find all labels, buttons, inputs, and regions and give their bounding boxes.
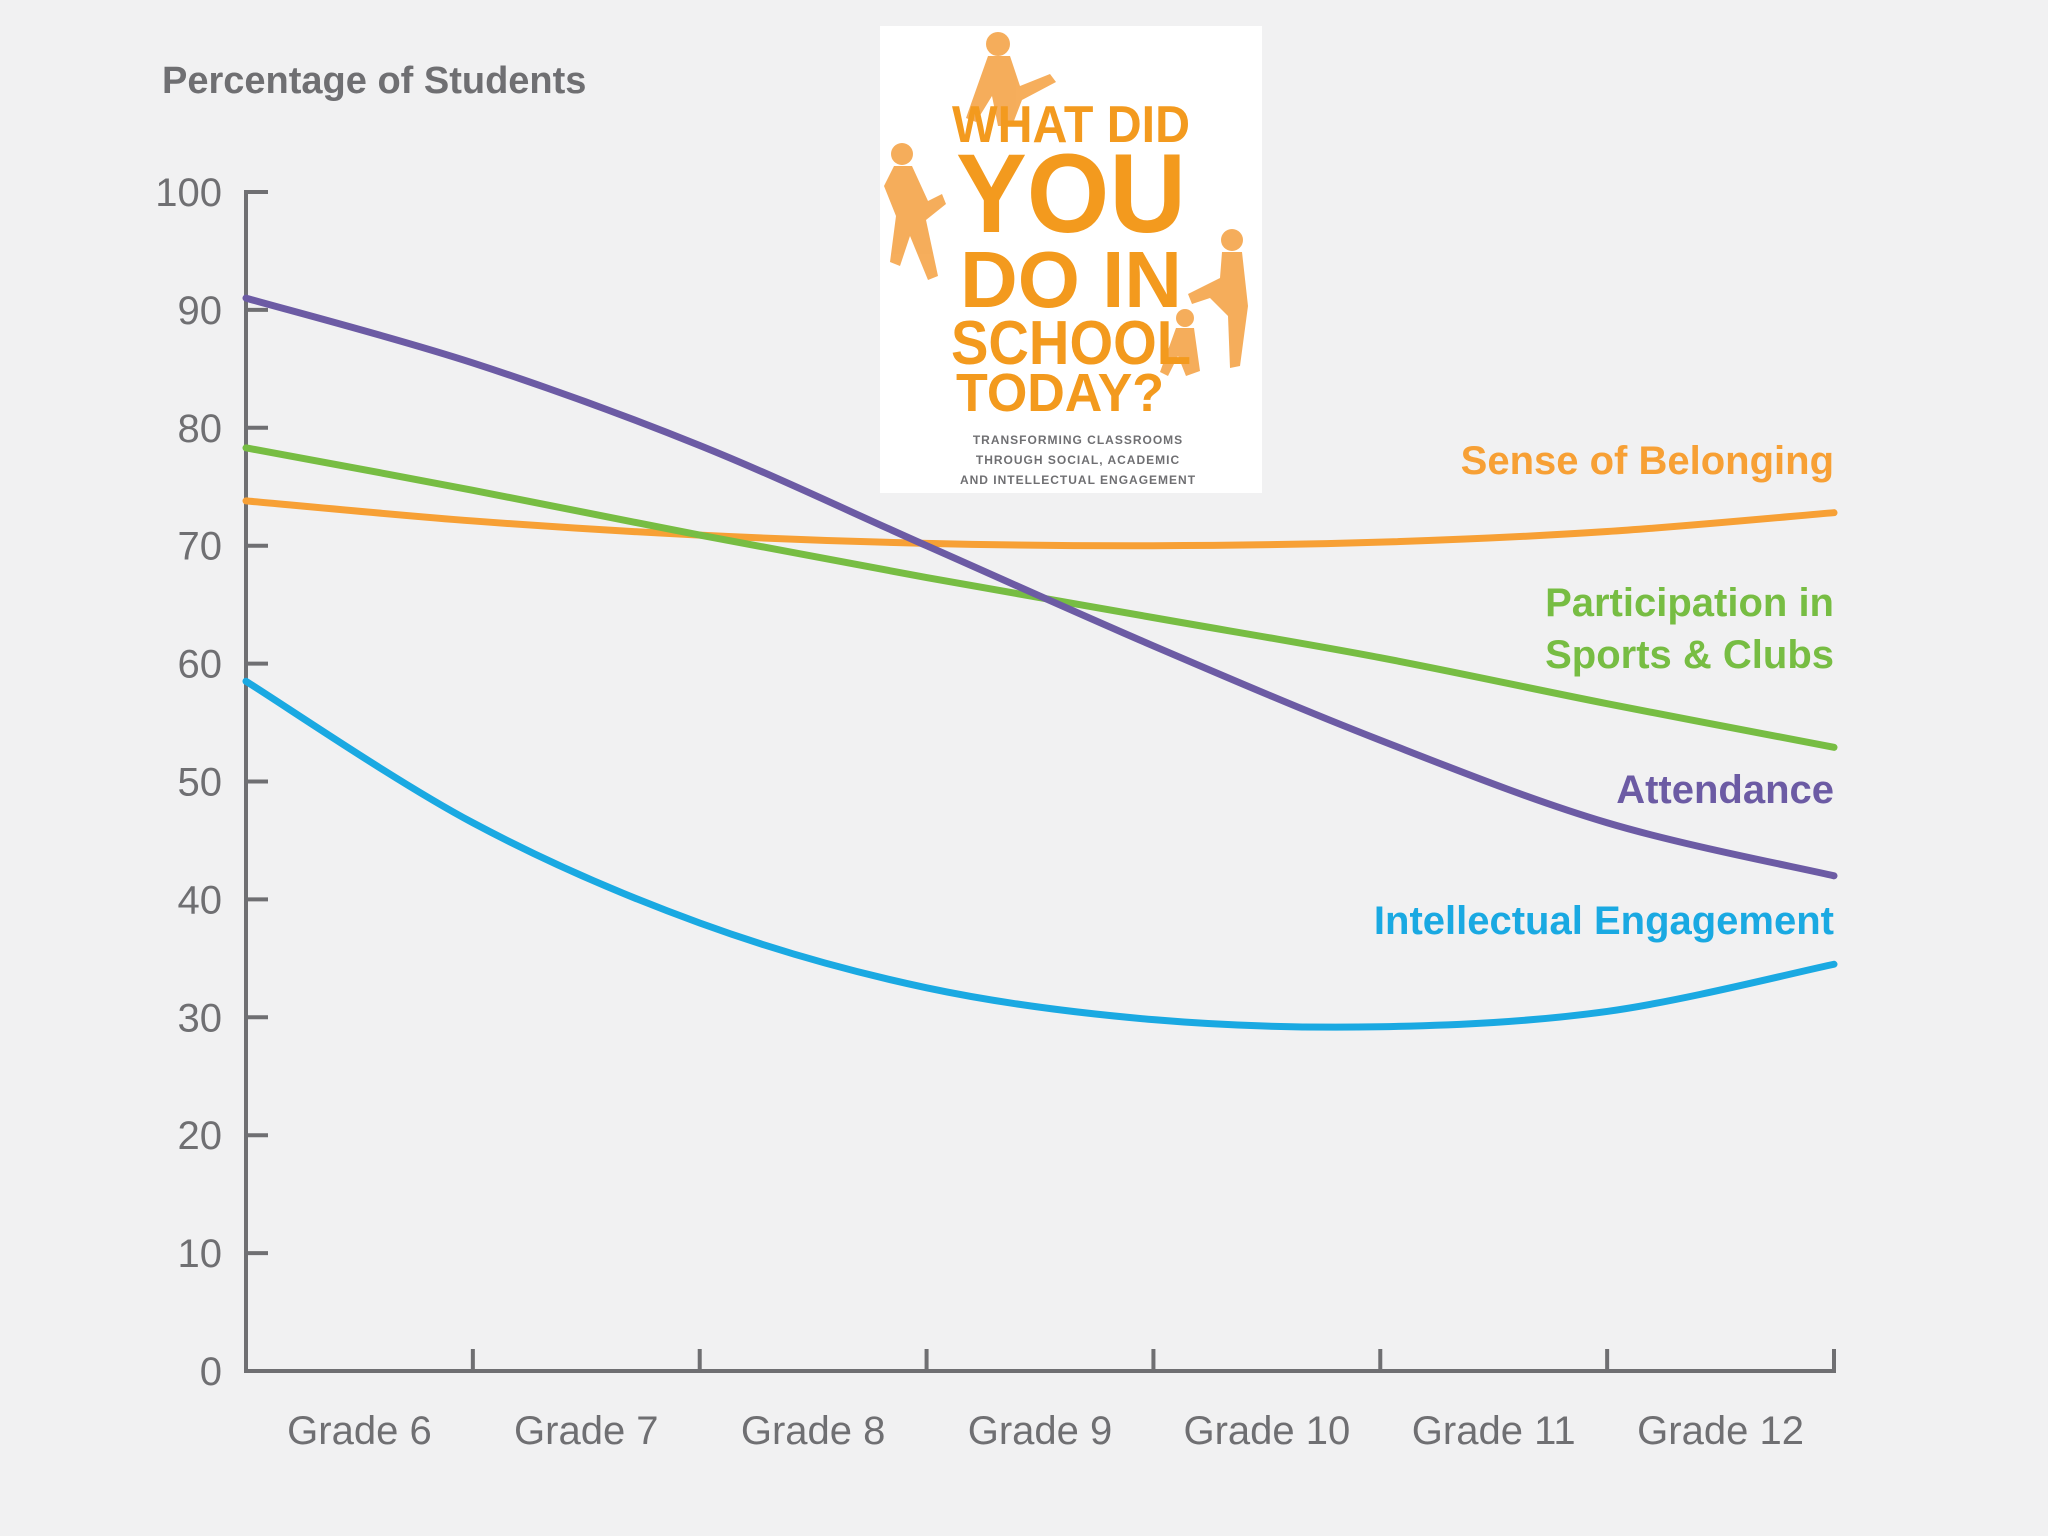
y-tick-label: 70 bbox=[178, 525, 223, 569]
cover-title-line-4: SCHOOL bbox=[951, 309, 1191, 378]
series-label-attendance: Attendance bbox=[1616, 768, 1834, 812]
series-line-intellectual-engagement bbox=[242, 677, 1838, 1031]
y-tick-label: 90 bbox=[178, 289, 223, 333]
series-labels: Sense of Belonging Participation in Sports… bbox=[1374, 439, 1834, 943]
x-tick-label: Grade 10 bbox=[1183, 1409, 1350, 1453]
cover-subtitle-line-2: THROUGH SOCIAL, ACADEMIC bbox=[976, 453, 1180, 467]
cover-subtitle-line-1: TRANSFORMING CLASSROOMS bbox=[973, 433, 1183, 447]
y-tick-label: 60 bbox=[178, 643, 223, 687]
x-tick-label: Grade 9 bbox=[968, 1409, 1113, 1453]
series-line-sense-of-belonging bbox=[242, 497, 1838, 550]
cover-title-line-5: TODAY? bbox=[956, 363, 1164, 423]
y-tick-label: 40 bbox=[178, 878, 223, 922]
x-tick-label: Grade 11 bbox=[1412, 1409, 1576, 1453]
x-axis: Grade 6 Grade 7 Grade 8 Grade 9 Grade 10 Grad… bbox=[244, 1349, 1836, 1453]
y-tick-label: 20 bbox=[178, 1114, 223, 1158]
y-tick-label: 50 bbox=[178, 761, 223, 805]
series-lines bbox=[242, 294, 1838, 1031]
climbing-figures-illustration bbox=[884, 32, 1248, 376]
y-axis-title: Percentage of Students bbox=[162, 60, 586, 102]
y-tick-label: 30 bbox=[178, 996, 223, 1040]
series-label-sense-of-belonging: Sense of Belonging bbox=[1461, 439, 1834, 483]
x-tick-label: Grade 7 bbox=[514, 1409, 659, 1453]
y-tick-label: 0 bbox=[200, 1350, 222, 1394]
x-tick-label: Grade 8 bbox=[741, 1409, 886, 1453]
cover-title-line-3: DO IN bbox=[960, 235, 1182, 324]
y-tick-label: 80 bbox=[178, 407, 223, 451]
series-line-attendance bbox=[242, 294, 1838, 880]
series-label-intellectual-engagement: Intellectual Engagement bbox=[1374, 899, 1834, 943]
cover-title-line-2: YOU bbox=[956, 131, 1186, 256]
x-tick-label: Grade 6 bbox=[287, 1409, 432, 1453]
cover-subtitle-line-3: AND INTELLECTUAL ENGAGEMENT bbox=[960, 473, 1196, 487]
y-tick-label: 10 bbox=[178, 1232, 223, 1276]
x-tick-label: Grade 12 bbox=[1637, 1409, 1804, 1453]
series-label-participation-sports-clubs: Participation in bbox=[1545, 581, 1834, 625]
book-cover-image: WHAT DID YOU DO IN SCHOOL TODAY? TRANSFO… bbox=[880, 26, 1262, 493]
cover-title-line-1: WHAT DID bbox=[952, 96, 1190, 154]
y-axis: 0 10 20 30 40 50 60 70 80 90 100 bbox=[155, 171, 268, 1394]
y-tick-label: 100 bbox=[155, 171, 222, 215]
series-label-participation-sports-clubs: Sports & Clubs bbox=[1545, 633, 1834, 677]
